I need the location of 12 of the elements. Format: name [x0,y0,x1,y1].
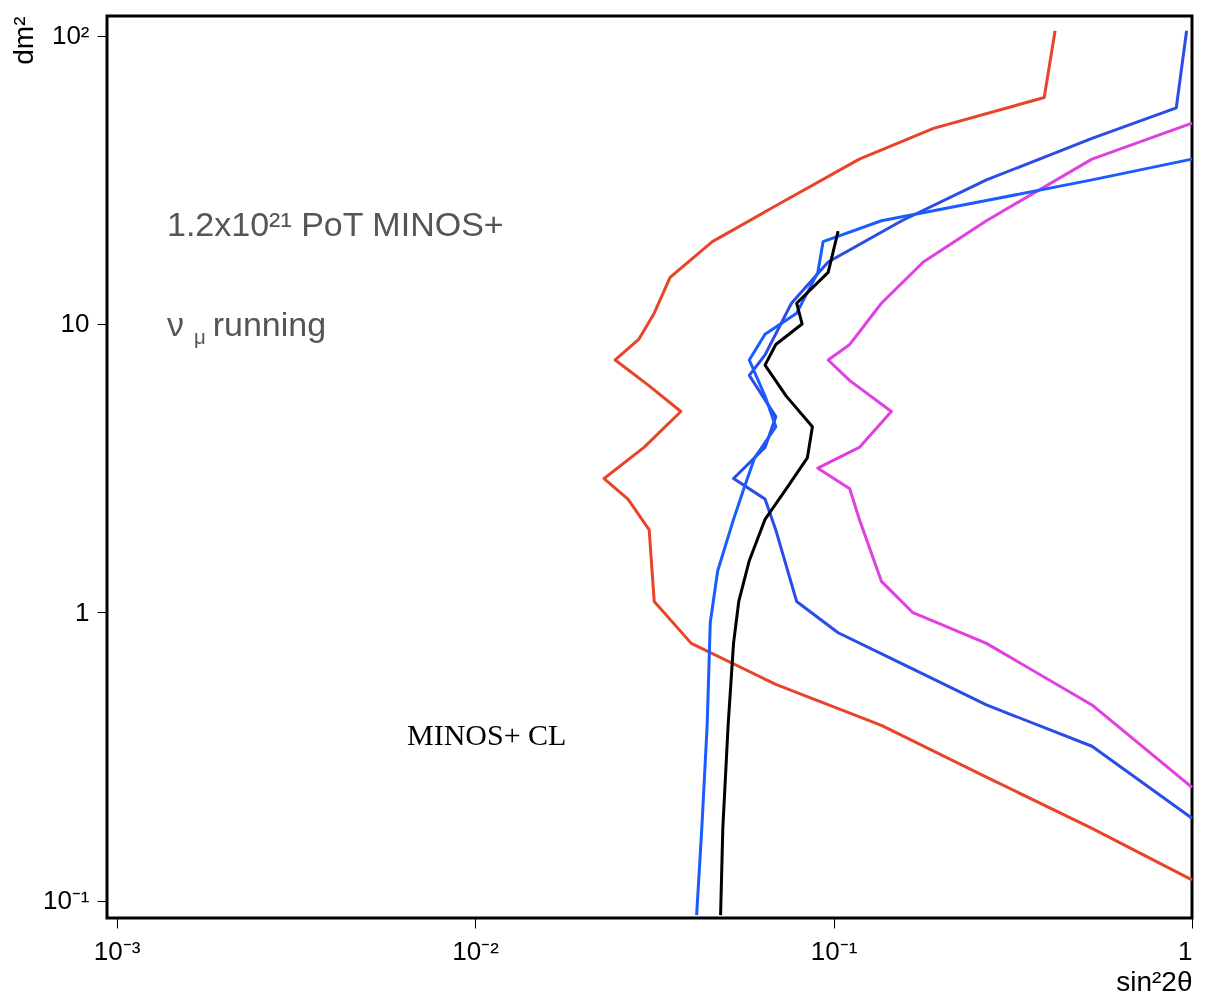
y-tick-label: 10⁻¹ [42,885,90,916]
annotation: 1.2x10²¹ PoT MINOS+ [167,205,504,243]
x-tick-label: 10⁻² [452,935,500,966]
annotation: MINOS+ CL [407,718,567,751]
y-tick-label: 1 [75,596,90,627]
x-tick-label: 10⁻³ [93,935,141,966]
x-axis-title: sin²2θ [1116,965,1193,997]
y-tick-label: 10² [51,20,90,51]
x-tick-label: 1 [1178,935,1193,966]
y-axis-title: dm² [7,16,39,65]
x-tick-label: 10⁻¹ [810,935,858,966]
y-tick-label: 10 [60,308,90,339]
